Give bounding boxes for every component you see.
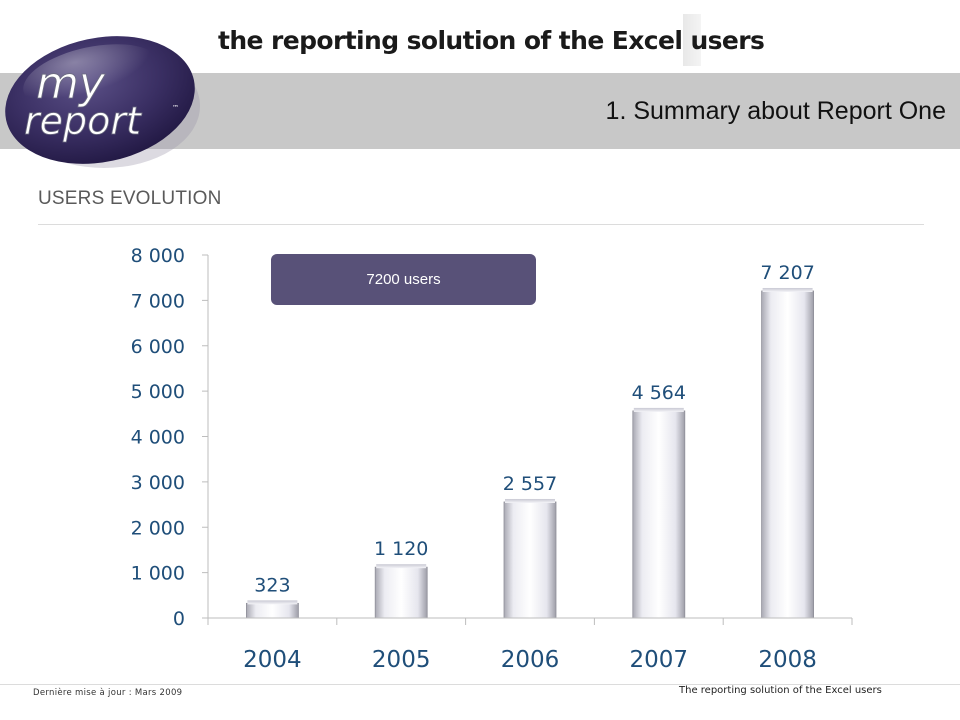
bar-top-2007 [633,407,684,412]
y-tick-label: 1 000 [131,563,185,585]
y-tick-label: 7 000 [131,290,185,312]
y-tick-label: 6 000 [131,336,185,358]
bar-2005 [374,566,428,619]
bar-value-label-2008: 7 207 [760,262,814,284]
bar-value-label-2007: 4 564 [632,382,686,404]
bars: 323 1 120 2 557 4 564 7 207 [245,262,815,619]
y-tick-label: 2 000 [131,517,185,539]
tagline-shadow [683,14,701,66]
x-tick-label-2004: 2004 [243,647,302,673]
y-tick-label: 3 000 [131,472,185,494]
logo-text-report: report [24,99,143,143]
users-callout: 7200 users [271,254,536,305]
bar-value-label-2006: 2 557 [503,473,557,495]
y-axis: 0 1 000 2 000 3 000 4 000 5 000 6 000 7 000 8 00… [131,245,209,630]
bar-top-2005 [376,564,427,569]
bar-top-2006 [505,498,555,503]
bar-value-label-2005: 1 120 [374,538,428,560]
logo-text-my: my [36,58,106,109]
bar-2008 [761,290,814,619]
bar-2004 [245,602,299,619]
y-tick-label: 8 000 [131,245,185,267]
myreport-logo: my report ™ [5,36,200,168]
users-callout-text: 7200 users [366,271,441,288]
footer-divider [0,684,960,685]
logo-trademark: ™ [172,104,179,112]
bar-top-2008 [762,287,813,292]
y-tick-label: 4 000 [131,427,185,449]
y-tick-label: 0 [173,608,185,630]
x-tick-label-2006: 2006 [501,647,560,673]
y-tick-label: 5 000 [131,381,185,403]
x-tick-label-2008: 2008 [758,647,817,673]
x-tick-label-2005: 2005 [372,647,431,673]
header-tagline: the reporting solution of the Excel user… [218,26,765,55]
last-update-text: Dernière mise à jour : Mars 2009 [33,688,183,698]
logo-shine [23,44,161,110]
section-divider [38,224,924,225]
page-title: 1. Summary about Report One [605,97,946,125]
bar-top-2004 [247,600,298,605]
footer-tagline: The reporting solution of the Excel user… [679,685,882,696]
bar-2007 [632,410,686,619]
bar-2006 [503,501,557,619]
x-tick-label-2007: 2007 [630,647,689,673]
section-title: USERS EVOLUTION [38,188,222,209]
x-axis: 2004 2005 2006 2007 2008 [207,617,853,673]
bar-value-label-2004: 323 [254,574,290,596]
